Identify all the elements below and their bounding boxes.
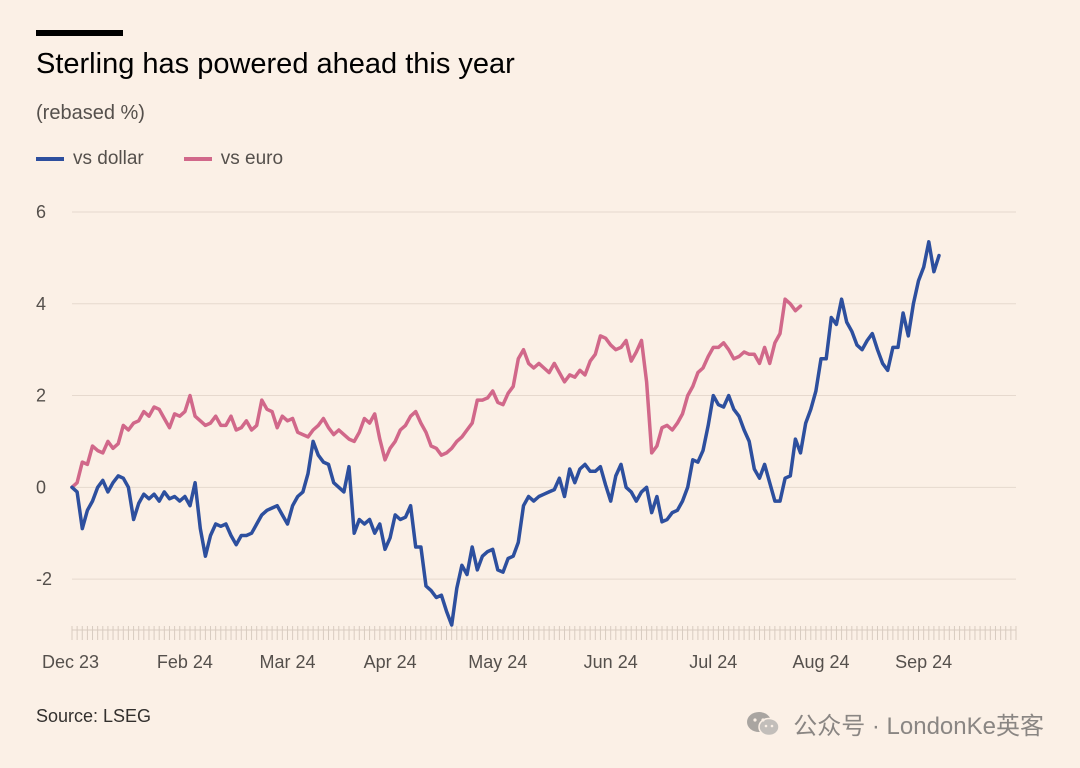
legend: vs dollar vs euro	[36, 148, 323, 170]
line-chart: -2 0 2 4 6 Dec 23 Feb 24 Mar 24 Apr 24 May 24 Jun …	[36, 202, 1017, 672]
wechat-icon	[747, 711, 780, 736]
legend-item-dollar: vs dollar	[36, 148, 144, 170]
x-tick-label: Dec 23	[42, 652, 99, 672]
x-tick-label: May 24	[468, 652, 527, 672]
x-tick-label: Sep 24	[895, 652, 952, 672]
y-tick-label: -2	[36, 569, 52, 589]
x-tick-label: Mar 24	[259, 652, 315, 672]
series-line-vs-dollar	[70, 240, 941, 627]
title-accent-bar	[36, 30, 123, 36]
chart-title: Sterling has powered ahead this year	[36, 48, 515, 80]
x-tick-label: Apr 24	[364, 652, 417, 672]
legend-swatch-euro	[183, 157, 212, 161]
source-note: Source: LSEG	[36, 706, 152, 726]
y-tick-label: 0	[36, 477, 46, 497]
legend-label-euro: vs euro	[220, 148, 284, 169]
legend-item-euro: vs euro	[183, 148, 284, 170]
legend-label-dollar: vs dollar	[73, 148, 144, 169]
x-tick-label: Aug 24	[793, 652, 850, 672]
x-tick-label: Feb 24	[157, 652, 213, 672]
legend-swatch-dollar	[36, 157, 64, 161]
watermark: 公众号 · LondonKe英客	[745, 706, 1044, 741]
y-tick-label: 6	[36, 202, 46, 222]
series-line-vs-euro	[70, 297, 803, 490]
x-tick-label: Jul 24	[689, 652, 737, 672]
x-tick-label: Jun 24	[584, 652, 638, 672]
y-tick-label: 2	[36, 386, 46, 406]
chart-subtitle: (rebased %)	[36, 102, 145, 124]
watermark-text: 公众号 · LondonKe英客	[793, 713, 1044, 740]
y-tick-label: 4	[36, 294, 46, 314]
